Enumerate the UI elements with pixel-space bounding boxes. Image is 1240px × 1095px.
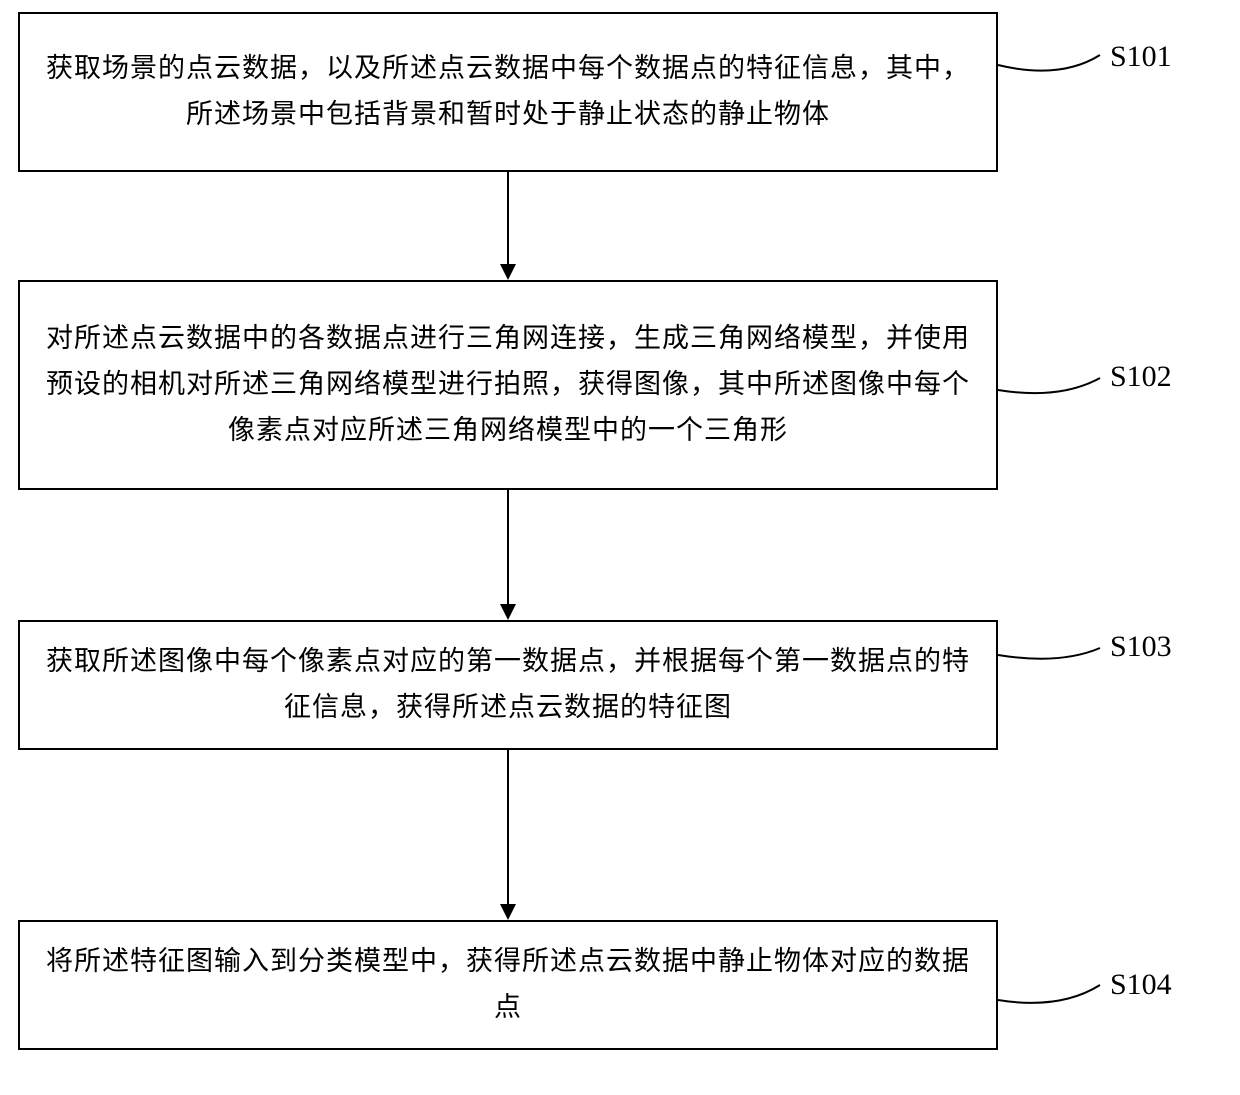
arrow-head-1 [500, 264, 516, 280]
flowchart-canvas: 获取场景的点云数据，以及所述点云数据中每个数据点的特征信息，其中，所述场景中包括… [0, 0, 1240, 1095]
arrow-head-3 [500, 904, 516, 920]
arrow-line-3 [507, 750, 509, 904]
leader-s104 [0, 0, 1240, 1095]
arrow-line-2 [507, 490, 509, 604]
arrow-line-1 [507, 172, 509, 264]
arrow-head-2 [500, 604, 516, 620]
